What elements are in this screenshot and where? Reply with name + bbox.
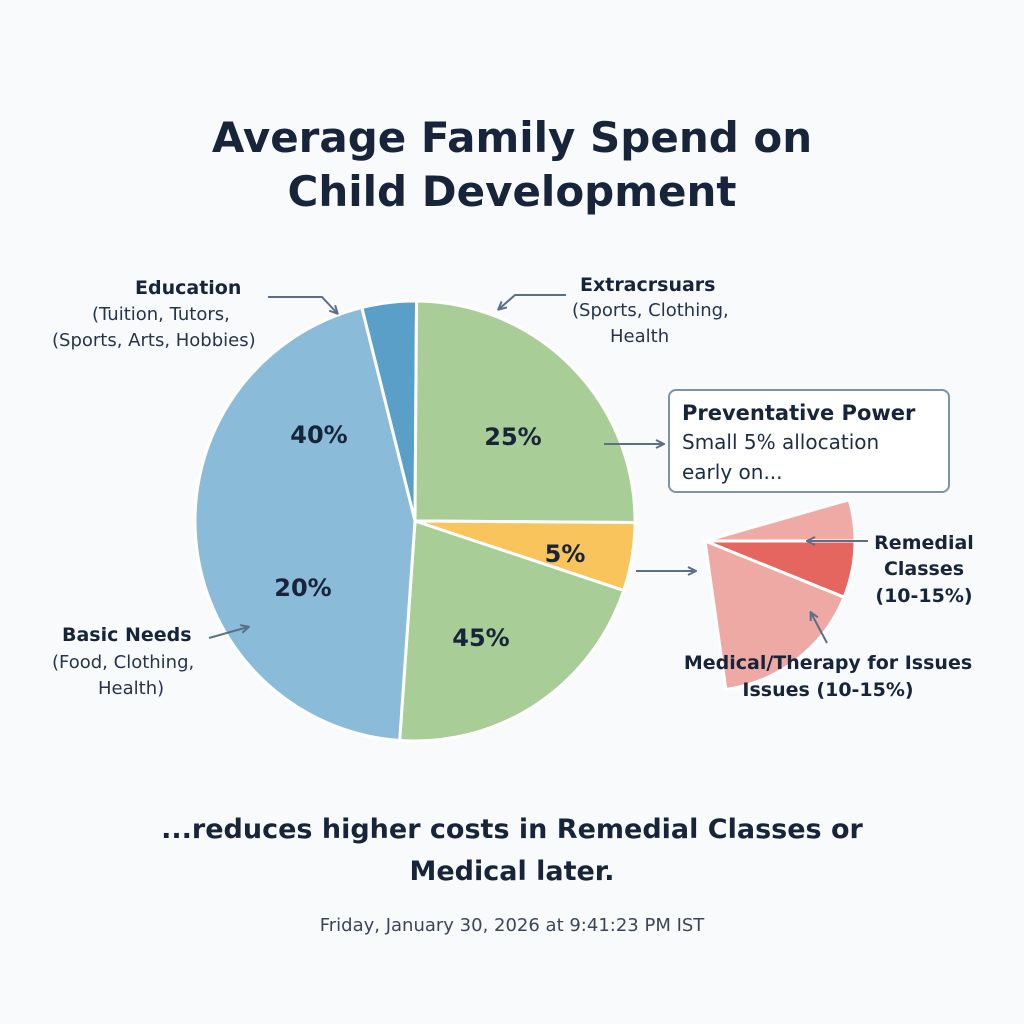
data-label-40: 40% [290, 421, 347, 449]
extra-arrow [499, 294, 566, 309]
chart-title-line1: Average Family Spend on [211, 113, 813, 162]
callout-title: Preventative Power [682, 401, 916, 425]
chart-title-line2: Child Development [287, 167, 737, 216]
extra-detail-1: (Sports, Clothing, [572, 300, 729, 321]
medical-label-1: Medical/Therapy for Issues [683, 652, 973, 674]
data-label-5: 5% [545, 540, 586, 568]
slice-green-lower [398, 518, 626, 743]
data-label-25: 25% [484, 423, 541, 451]
footer-line1: ...reduces higher costs in Remedial Clas… [161, 814, 863, 845]
exploded-segment-remedial [704, 497, 857, 543]
remedial-label-1: Remedial [874, 532, 974, 554]
footer-line2: Medical later. [409, 856, 615, 887]
data-label-45: 45% [452, 624, 509, 652]
education-label: Education [135, 277, 242, 299]
extra-detail-2: Health [610, 326, 670, 347]
callout-body-line1: Small 5% allocation [682, 430, 880, 454]
pie-slices [193, 299, 637, 743]
medical-label-2: Issues (10-15%) [742, 679, 914, 701]
data-label-20: 20% [274, 574, 331, 602]
exploded-segment-medical [703, 538, 847, 692]
extra-label: Extracrsuars [580, 274, 716, 296]
medical-arrow [811, 613, 828, 644]
pointer-arrows [208, 294, 868, 644]
callout-body-line2: early on... [682, 460, 783, 484]
remedial-label-2: Classes [883, 558, 965, 580]
basic-arrow [208, 627, 248, 639]
education-detail-1: (Tuition, Tutors, [92, 304, 230, 325]
preventative-callout: Preventative Power Small 5% allocation e… [668, 389, 950, 493]
basic-needs-detail-1: (Food, Clothing, [52, 652, 195, 673]
slice-extracurricular [413, 299, 637, 525]
education-arrow [268, 296, 337, 313]
timestamp: Friday, January 30, 2026 at 9:41:23 PM I… [319, 915, 705, 936]
remedial-label-3: (10-15%) [875, 585, 973, 607]
basic-needs-detail-2: Health) [98, 678, 165, 699]
basic-needs-label: Basic Needs [62, 624, 192, 646]
exploded-segments [703, 497, 857, 692]
education-detail-2: (Sports, Arts, Hobbies) [52, 330, 256, 351]
